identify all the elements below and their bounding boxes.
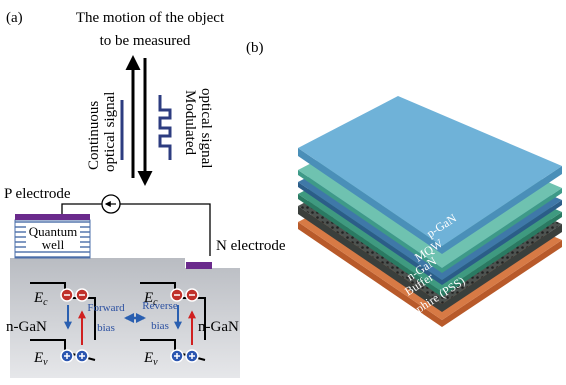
- figure: (a) The motion of the object to be measu…: [0, 0, 566, 385]
- signal-label: Modulated: [182, 90, 198, 155]
- title: to be measured: [100, 33, 191, 49]
- material-label: n-GaN: [6, 319, 47, 335]
- panel-label: (a): [6, 10, 23, 26]
- title: The motion of the object: [76, 10, 225, 26]
- bias-label: bias: [97, 322, 115, 334]
- bias-label: Reverse: [142, 300, 178, 312]
- panel-label: (b): [246, 40, 264, 56]
- p-electrode: [15, 214, 90, 220]
- signal-label: optical signal: [198, 88, 214, 168]
- wire: [62, 204, 102, 214]
- electrode-label: P electrode: [4, 186, 71, 202]
- qw-label: well: [42, 237, 65, 252]
- material-label: n-GaN: [198, 319, 239, 335]
- panel-a: (a) The motion of the object to be measu…: [4, 10, 286, 378]
- wire: [120, 204, 210, 256]
- signal-label: optical signal: [102, 92, 118, 172]
- electrode-label: N electrode: [216, 238, 286, 254]
- signal-label: Continuous: [86, 101, 102, 170]
- n-electrode: [186, 262, 212, 269]
- bias-label: Forward: [87, 302, 125, 314]
- layer-label: DBR: [409, 317, 437, 342]
- modulated-signal: [160, 95, 170, 160]
- bias-label: bias: [151, 320, 169, 332]
